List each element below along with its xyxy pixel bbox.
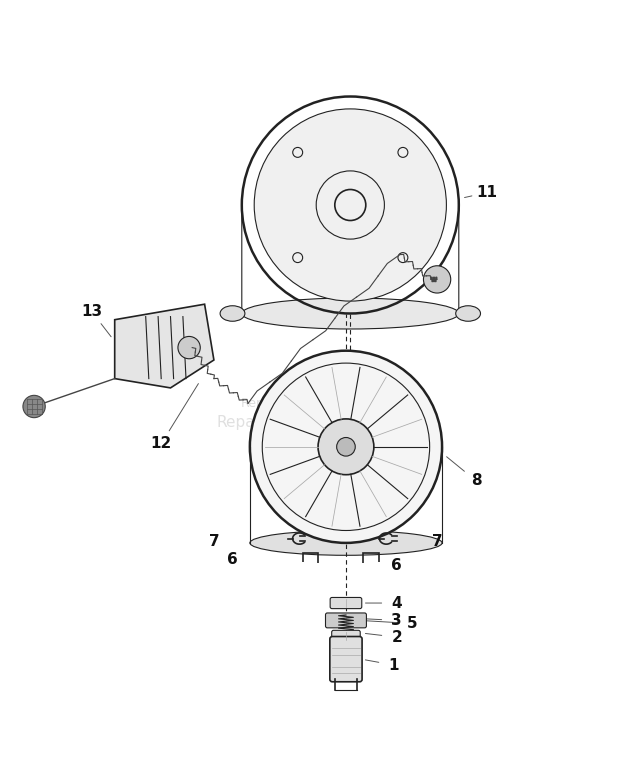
- Text: 2: 2: [391, 630, 402, 644]
- Circle shape: [254, 109, 446, 301]
- FancyBboxPatch shape: [330, 597, 362, 608]
- Circle shape: [178, 336, 200, 359]
- Text: 6: 6: [227, 552, 238, 567]
- FancyBboxPatch shape: [330, 637, 362, 682]
- Polygon shape: [115, 304, 214, 388]
- FancyBboxPatch shape: [326, 613, 366, 628]
- Text: 12: 12: [151, 436, 172, 451]
- Text: 6: 6: [391, 558, 402, 573]
- Ellipse shape: [220, 306, 245, 321]
- Ellipse shape: [242, 298, 459, 329]
- Text: 7: 7: [208, 533, 219, 548]
- Circle shape: [423, 266, 451, 293]
- Text: 5: 5: [407, 616, 418, 631]
- Circle shape: [337, 437, 355, 456]
- Text: 13: 13: [81, 304, 102, 319]
- Text: 7: 7: [432, 533, 443, 548]
- Text: 4: 4: [391, 596, 402, 611]
- Circle shape: [250, 350, 442, 543]
- Ellipse shape: [456, 306, 480, 321]
- Text: RepairParts.com: RepairParts.com: [241, 397, 342, 410]
- Ellipse shape: [250, 530, 442, 555]
- Text: 3: 3: [391, 613, 402, 628]
- Text: RepairParts.com: RepairParts.com: [216, 414, 342, 429]
- Text: 11: 11: [476, 185, 497, 200]
- Circle shape: [23, 396, 45, 418]
- Text: 1: 1: [389, 658, 399, 673]
- Text: 8: 8: [471, 473, 482, 489]
- Circle shape: [318, 419, 374, 475]
- FancyBboxPatch shape: [332, 630, 360, 641]
